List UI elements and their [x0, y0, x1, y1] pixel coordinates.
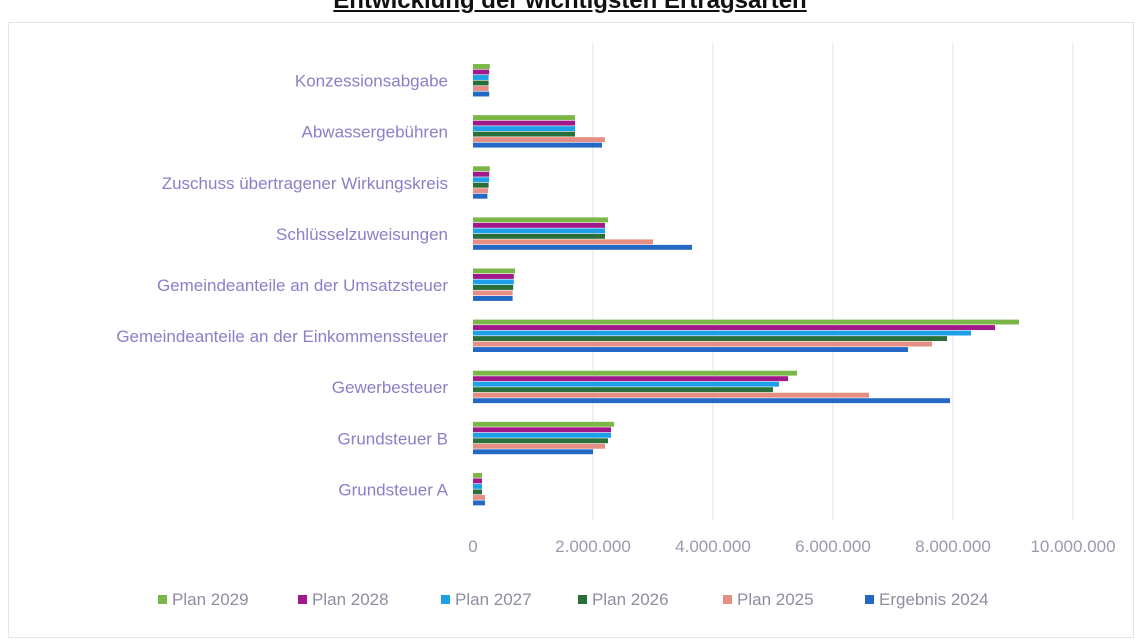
- bar-4-4: [473, 290, 513, 296]
- bar-8-0: [473, 472, 482, 478]
- x-tick-label-2: 4.000.000: [675, 537, 751, 556]
- bar-3-3: [473, 233, 605, 239]
- bar-2-0: [473, 166, 490, 172]
- bar-0-2: [473, 75, 489, 80]
- bar-0-5: [473, 91, 490, 97]
- bar-1-0: [473, 115, 575, 121]
- bar-7-5: [473, 449, 593, 455]
- bar-7-0: [473, 421, 614, 427]
- legend-label-1: Plan 2028: [312, 590, 389, 609]
- category-label-8: Grundsteuer A: [338, 480, 448, 499]
- bar-6-2: [473, 381, 779, 387]
- legend-swatch-1: [298, 595, 307, 604]
- bar-3-5: [473, 244, 692, 250]
- bar-8-5: [473, 500, 485, 506]
- bar-5-4: [473, 341, 932, 347]
- chart-title: Entwicklung der wichtigsten Ertragsarten: [333, 0, 807, 14]
- bar-6-5: [473, 398, 950, 404]
- bar-2-1: [473, 171, 490, 177]
- bar-1-3: [473, 131, 575, 137]
- bar-4-3: [473, 285, 514, 290]
- bar-4-1: [473, 274, 514, 279]
- bar-1-1: [473, 120, 575, 126]
- legend-swatch-4: [723, 595, 732, 604]
- bar-5-1: [473, 325, 995, 331]
- bar-1-2: [473, 126, 575, 132]
- category-label-7: Grundsteuer B: [337, 429, 448, 448]
- legend-swatch-2: [441, 595, 450, 604]
- category-label-3: Schlüsselzuweisungen: [276, 225, 448, 244]
- category-label-6: Gewerbesteuer: [332, 378, 449, 397]
- x-tick-label-1: 2.000.000: [555, 537, 631, 556]
- bar-7-3: [473, 438, 608, 444]
- category-label-0: Konzessionsabgabe: [295, 72, 448, 91]
- bar-8-4: [473, 494, 485, 500]
- category-label-1: Abwassergebühren: [302, 123, 448, 142]
- x-tick-label-3: 6.000.000: [795, 537, 871, 556]
- bar-5-0: [473, 319, 1019, 325]
- legend-swatch-3: [578, 595, 587, 604]
- bar-2-4: [473, 188, 488, 194]
- bar-1-5: [473, 142, 602, 148]
- bar-7-2: [473, 432, 611, 438]
- legend-label-5: Ergebnis 2024: [879, 590, 989, 609]
- bar-6-4: [473, 392, 869, 398]
- legend-label-2: Plan 2027: [455, 590, 532, 609]
- legend-swatch-5: [865, 595, 874, 604]
- bar-0-0: [473, 64, 490, 69]
- bar-3-0: [473, 217, 608, 223]
- bar-7-4: [473, 443, 605, 449]
- bar-0-4: [473, 86, 489, 91]
- category-label-2: Zuschuss übertragener Wirkungskreis: [162, 174, 448, 193]
- bar-3-4: [473, 239, 653, 245]
- bar-4-2: [473, 279, 514, 285]
- bar-3-1: [473, 222, 605, 228]
- bar-3-2: [473, 228, 605, 234]
- x-tick-label-5: 10.000.000: [1030, 537, 1115, 556]
- bar-6-1: [473, 376, 788, 382]
- bar-1-4: [473, 137, 605, 143]
- legend-label-3: Plan 2026: [592, 590, 669, 609]
- category-label-5: Gemeindeanteile an der Einkommenssteuer: [116, 327, 448, 346]
- legend-swatch-0: [158, 595, 167, 604]
- bar-0-1: [473, 69, 490, 75]
- legend-label-0: Plan 2029: [172, 590, 249, 609]
- bar-5-3: [473, 336, 947, 342]
- x-tick-label-4: 8.000.000: [915, 537, 991, 556]
- bar-0-3: [473, 80, 489, 86]
- bar-5-5: [473, 347, 908, 353]
- bar-7-1: [473, 427, 611, 433]
- bar-8-2: [473, 483, 482, 489]
- bar-2-5: [473, 193, 488, 199]
- bar-2-2: [473, 177, 490, 183]
- bar-8-1: [473, 478, 482, 484]
- bar-5-2: [473, 330, 971, 336]
- bar-6-3: [473, 387, 773, 393]
- category-label-4: Gemeindeanteile an der Umsatzsteuer: [157, 276, 448, 295]
- bar-2-3: [473, 182, 489, 188]
- bar-4-5: [473, 296, 513, 301]
- bar-6-0: [473, 370, 797, 376]
- legend-label-4: Plan 2025: [737, 590, 814, 609]
- x-tick-label-0: 0: [468, 537, 477, 556]
- bar-8-3: [473, 489, 482, 495]
- bar-4-0: [473, 268, 515, 274]
